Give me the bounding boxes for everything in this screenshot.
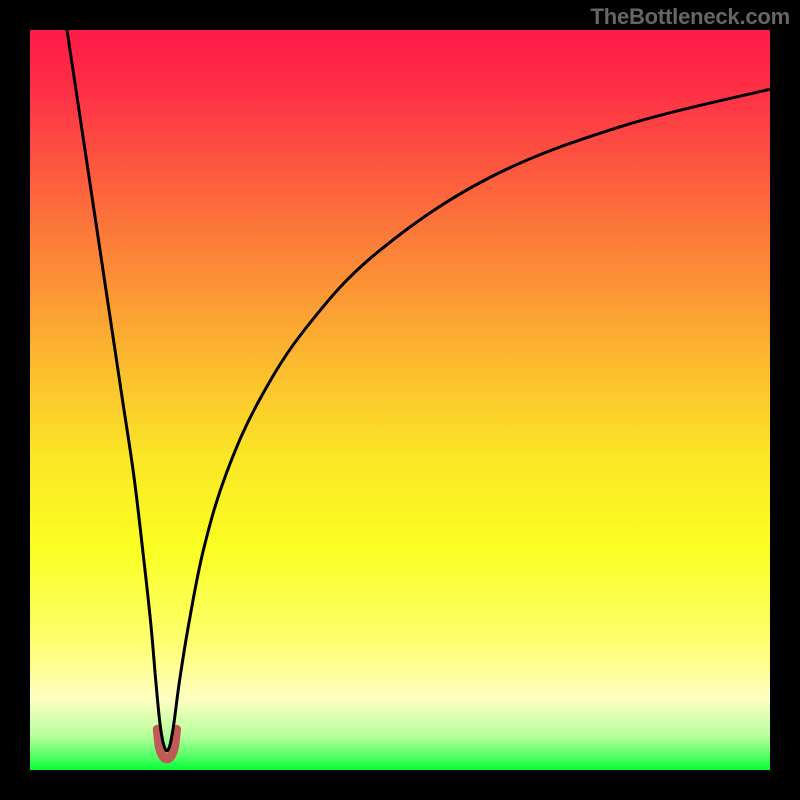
watermark-text: TheBottleneck.com xyxy=(590,4,790,30)
chart-background xyxy=(30,30,770,770)
chart-frame: TheBottleneck.com xyxy=(0,0,800,800)
chart-svg xyxy=(0,0,800,800)
